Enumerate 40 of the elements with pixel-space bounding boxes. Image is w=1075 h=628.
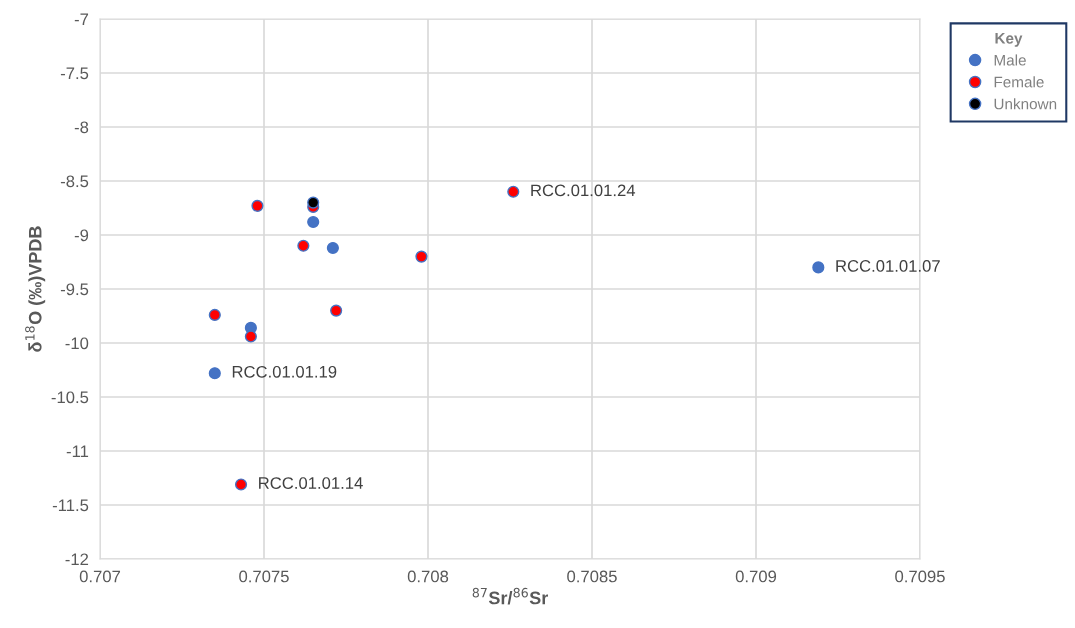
x-tick-label: 0.709 (735, 570, 777, 583)
point (507, 185, 520, 198)
legend-label: Male (994, 54, 1026, 66)
annotation: RCC.01.01.24 (531, 184, 636, 197)
point (326, 241, 339, 255)
point (812, 261, 825, 274)
x-tick-label: 0.7085 (567, 570, 617, 583)
x-tick-label: 0.707 (79, 570, 121, 583)
y-tick-label: -12 (65, 553, 89, 566)
point (208, 367, 221, 380)
y-tick-label: -11 (66, 445, 89, 458)
point (244, 330, 257, 343)
annotation: RCC.01.01.19 (232, 365, 337, 378)
annotation: RCC.01.01.07 (836, 260, 940, 272)
y-axis-title: δ$^{18}$O (‰)VPDB (25, 226, 46, 352)
y-tick-label: -10 (65, 337, 89, 350)
y-tick-label: -9.5 (60, 283, 89, 296)
legend-label: Female (994, 76, 1044, 88)
annotation: RCC.01.01.14 (259, 477, 363, 489)
y-tick-label: -8.5 (60, 175, 89, 188)
y-tick-label: -7.5 (60, 67, 89, 80)
legend-title: Key (995, 33, 1023, 47)
point (234, 478, 248, 491)
x-tick-label: 0.7075 (239, 570, 289, 583)
point (415, 250, 428, 263)
legend-label: Unknown (994, 98, 1057, 110)
y-tick-label: -11.5 (52, 499, 89, 512)
point (307, 215, 320, 229)
point (208, 308, 221, 321)
x-tick-label: 0.7095 (895, 570, 945, 583)
x-axis-title: $^{87}$Sr/$^{86}$Sr (472, 587, 549, 605)
point (297, 239, 310, 252)
point (307, 196, 320, 209)
y-tick-label: -7 (74, 13, 89, 26)
y-tick-label: -8 (74, 121, 89, 134)
x-tick-label: 0.708 (407, 570, 449, 583)
y-tick-label: -10.5 (51, 391, 89, 404)
point (330, 304, 343, 317)
point (251, 199, 264, 212)
y-tick-label: -9 (74, 229, 89, 242)
